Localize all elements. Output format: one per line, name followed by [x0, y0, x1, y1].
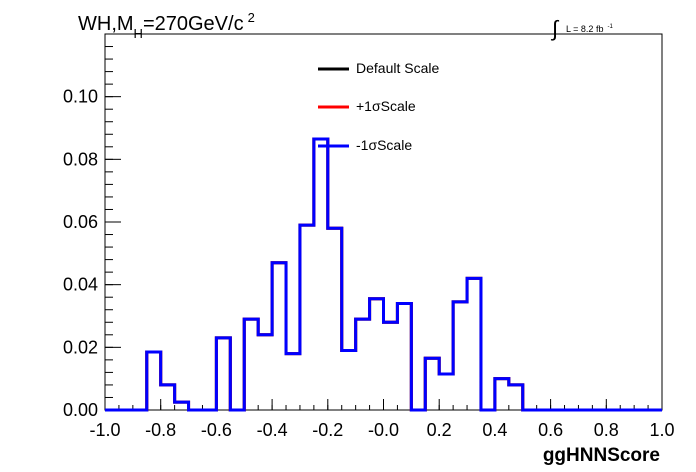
y-tick-label: 0.08	[63, 149, 98, 169]
x-tick-label: -0.8	[145, 420, 176, 440]
lumi-label: L = 8.2 fb -1	[566, 24, 613, 34]
legend-label-minus-1sigma-scale: -1σScale	[356, 137, 412, 153]
y-axis: 0.00 0.02 0.04 0.06 0.08 0.10	[63, 33, 121, 420]
series-line-default-scale	[105, 137, 662, 412]
x-tick-label: 1.0	[649, 420, 674, 440]
series-line-1sigmascale	[105, 137, 662, 412]
series-group	[105, 137, 662, 412]
legend-label-default-scale: Default Scale	[356, 60, 439, 76]
y-tick-label: 0.00	[63, 400, 98, 420]
chart-title-main: WH,M	[78, 13, 134, 35]
legend: Default Scale +1σScale -1σScale	[318, 60, 439, 153]
y-tick-label: 0.02	[63, 337, 98, 357]
x-tick-label: 0.6	[538, 420, 563, 440]
x-tick-label: -0.2	[312, 420, 343, 440]
chart-title-after: =270GeV/c	[143, 13, 244, 35]
x-tick-label: -0.6	[201, 420, 232, 440]
x-axis-title: ggHNNScore	[543, 445, 660, 466]
x-tick-label: -0.4	[257, 420, 288, 440]
legend-label-plus-1sigma-scale: +1σScale	[356, 98, 416, 114]
series-line-1sigmascale	[105, 137, 662, 412]
lumi-text: L = 8.2 fb	[566, 24, 603, 34]
lumi-sup: -1	[607, 24, 613, 30]
x-tick-label: 0.8	[594, 420, 619, 440]
lumi-integral-sign: ∫	[550, 16, 560, 41]
plot-frame	[104, 33, 663, 411]
x-tick-label: 0.4	[482, 420, 507, 440]
x-tick-label: 0.2	[427, 420, 452, 440]
y-tick-label: 0.10	[63, 87, 98, 107]
x-tick-label: -0.0	[368, 420, 399, 440]
y-tick-label: 0.06	[63, 212, 98, 232]
y-tick-label: 0.04	[63, 275, 98, 295]
x-axis: -1.0 -0.8 -0.6 -0.4 -0.2 -0.0 0.2 0.4 0.6 0.8 1.0	[89, 399, 675, 440]
x-tick-label: -1.0	[89, 420, 120, 440]
chart-title-sup: 2	[248, 10, 255, 25]
